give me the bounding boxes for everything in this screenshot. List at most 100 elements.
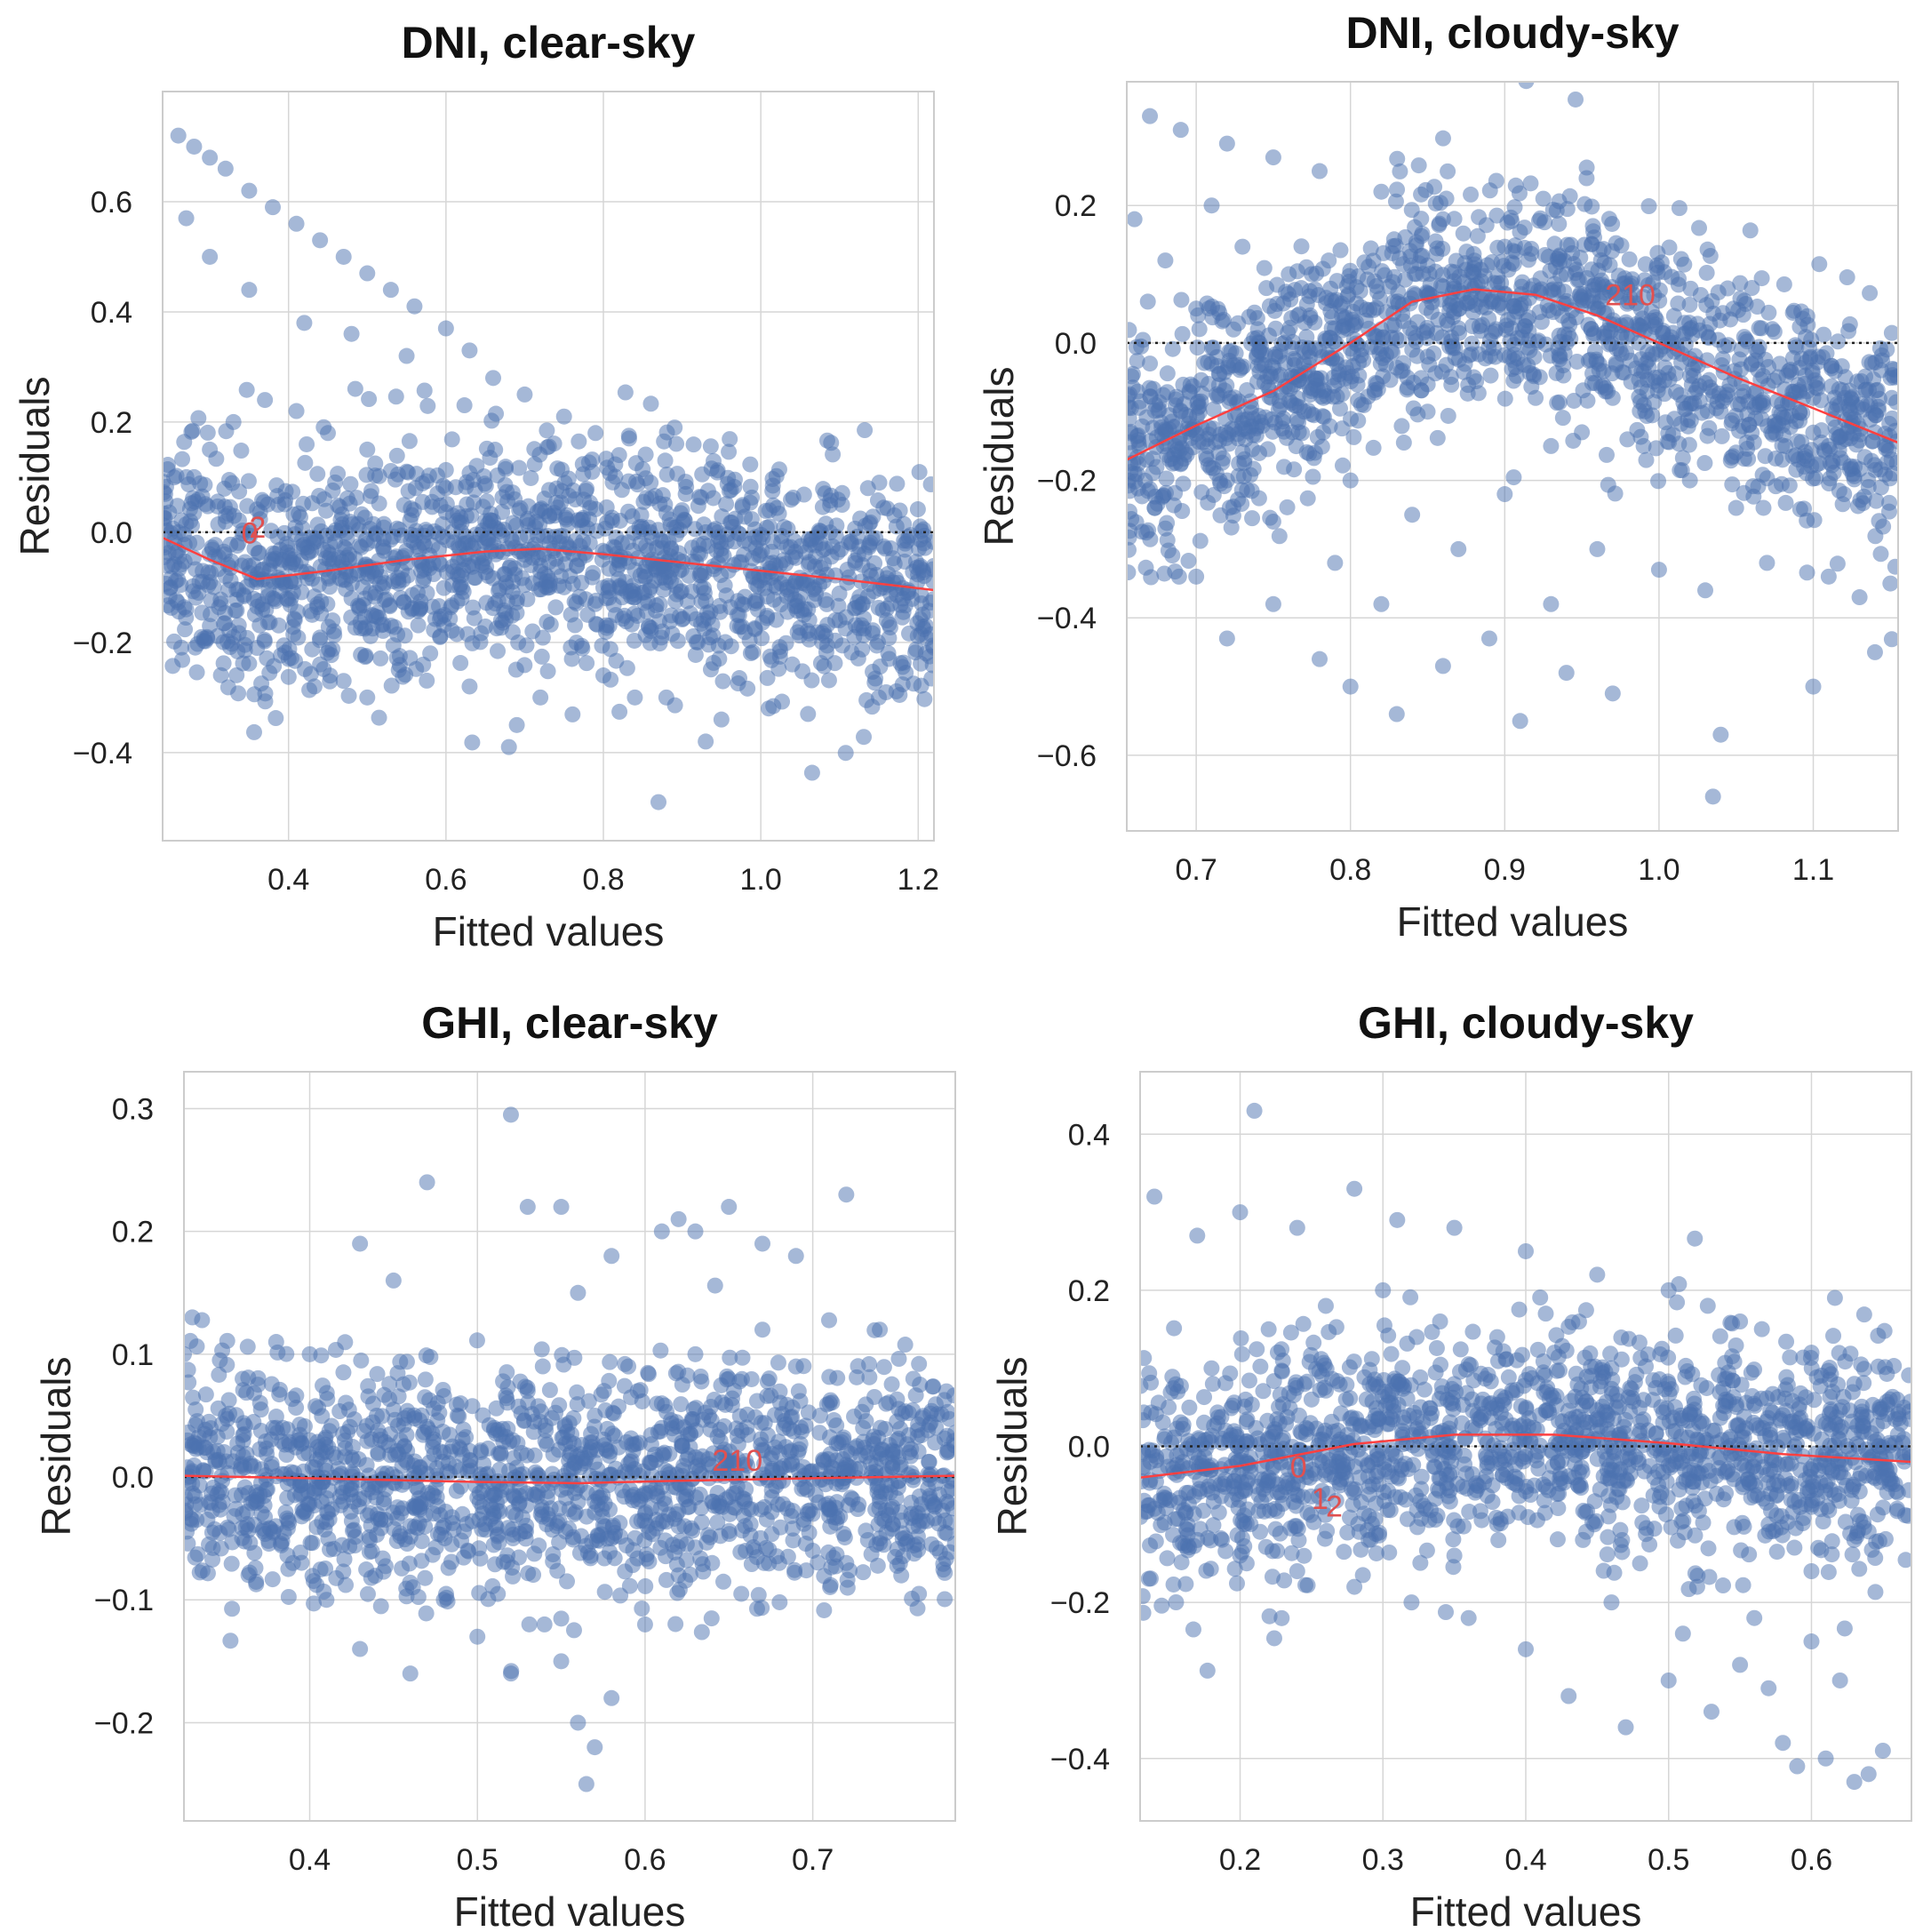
scatter-point (1443, 263, 1460, 280)
scatter-point (1862, 284, 1879, 301)
scatter-point (666, 1544, 683, 1561)
scatter-point (850, 547, 866, 563)
scatter-point (730, 1436, 746, 1453)
y-tick-label: 0.6 (91, 186, 132, 220)
scatter-point (1698, 323, 1715, 340)
scatter-point (491, 1461, 508, 1478)
scatter-point (803, 764, 820, 781)
scatter-point (682, 1566, 698, 1583)
scatter-point (1422, 276, 1439, 293)
scatter-point (1578, 159, 1595, 176)
scatter-point (361, 1544, 378, 1561)
scatter-point (372, 650, 389, 667)
scatter-point (1480, 630, 1497, 647)
scatter-point (1657, 414, 1674, 431)
scatter-point (1427, 263, 1444, 280)
scatter-point (1244, 441, 1261, 458)
scatter-point (1127, 322, 1137, 339)
scatter-point (800, 706, 817, 723)
scatter-point (709, 464, 726, 481)
scatter-point (487, 1556, 504, 1573)
scatter-point (443, 1509, 460, 1526)
scatter-point (239, 1338, 256, 1355)
scatter-point (767, 557, 784, 574)
scatter-point (1528, 389, 1544, 406)
scatter-point (1127, 465, 1143, 482)
scatter-point (372, 1598, 389, 1615)
scatter-point (1830, 333, 1847, 350)
scatter-point (1440, 163, 1456, 180)
scatter-point (344, 1522, 361, 1539)
scatter-point (419, 397, 436, 414)
scatter-point (437, 480, 454, 497)
scatter-point (685, 1401, 702, 1417)
scatter-point (1469, 228, 1486, 244)
scatter-point (651, 635, 668, 652)
scatter-point (721, 1522, 738, 1539)
scatter-point (816, 1601, 833, 1618)
scatter-point (468, 1332, 485, 1349)
scatter-point (241, 182, 258, 199)
scatter-point (1872, 546, 1889, 563)
scatter-point (422, 645, 439, 662)
scatter-point (935, 1561, 952, 1578)
plot-area (184, 1106, 955, 1792)
scatter-point (240, 1567, 257, 1584)
scatter-point (1632, 300, 1649, 317)
scatter-point (238, 1385, 255, 1401)
scatter-point (1355, 396, 1372, 413)
scatter-point (1774, 417, 1791, 434)
scatter-point (1752, 371, 1769, 388)
scatter-point (341, 495, 358, 512)
scatter-point (730, 554, 747, 571)
scatter-point (452, 655, 469, 672)
scatter-point (345, 1452, 362, 1469)
scatter-point (817, 592, 834, 609)
scatter-point (358, 1561, 375, 1578)
scatter-point (912, 611, 929, 627)
scatter-point (1670, 295, 1687, 312)
scatter-point (811, 577, 828, 594)
scatter-point (1682, 412, 1699, 429)
scatter-point (588, 523, 605, 539)
scatter-point (1410, 157, 1427, 174)
scatter-point (1551, 215, 1568, 232)
scatter-point (280, 651, 297, 667)
scatter-point (1699, 403, 1716, 419)
scatter-point (265, 590, 281, 607)
scatter-point (1620, 293, 1637, 310)
scatter-point (658, 1571, 674, 1588)
scatter-point (335, 1364, 352, 1381)
scatter-point (330, 1460, 347, 1477)
scatter-point (510, 634, 527, 651)
scatter-point (922, 476, 934, 493)
scatter-point (359, 441, 376, 458)
scatter-point (674, 502, 690, 519)
subplot-1: 020.4 0.6 0.8 1.0 1.2−0.4−0.20.00.20.40.6DNI… (12, 18, 939, 954)
scatter-point (759, 1373, 776, 1390)
scatter-point (1590, 262, 1607, 279)
scatter-point (406, 298, 423, 315)
scatter-point (222, 1633, 239, 1649)
scatter-point (1312, 163, 1328, 180)
scatter-point (336, 1551, 353, 1568)
scatter-point (440, 1560, 457, 1577)
scatter-point (228, 667, 245, 683)
scatter-point (1443, 376, 1460, 393)
scatter-point (1648, 259, 1665, 276)
scatter-point (1839, 269, 1855, 286)
scatter-point (887, 1443, 904, 1460)
scatter-point (742, 645, 759, 662)
scatter-point (1754, 467, 1771, 483)
scatter-point (798, 1562, 815, 1579)
scatter-point (863, 1545, 880, 1562)
scatter-point (1288, 438, 1305, 455)
axes-frame (162, 91, 935, 842)
scatter-point (836, 1529, 853, 1546)
scatter-point (1664, 427, 1681, 443)
scatter-point (225, 413, 242, 430)
scatter-point (362, 1505, 379, 1521)
scatter-point (551, 1397, 568, 1414)
scatter-point (330, 497, 347, 514)
scatter-point (1164, 455, 1181, 472)
